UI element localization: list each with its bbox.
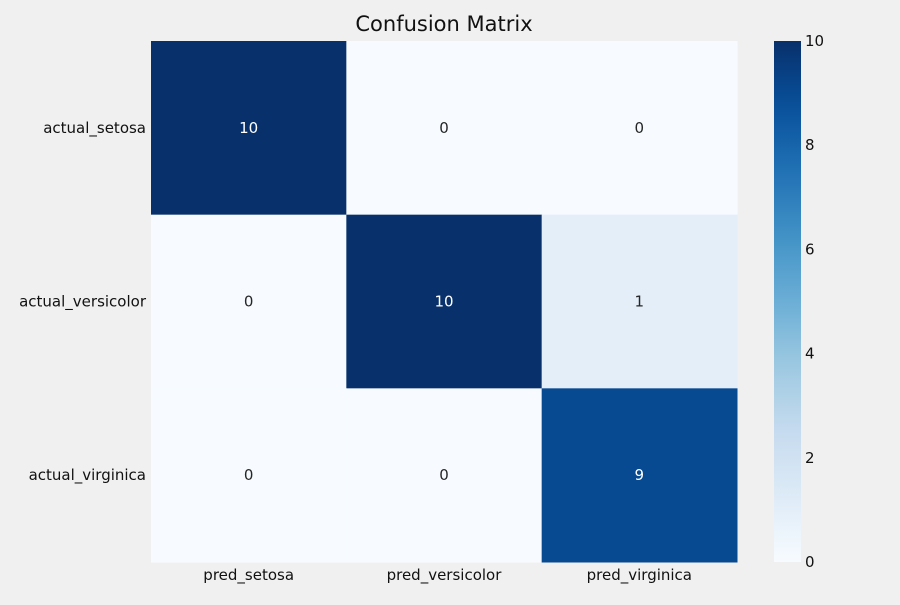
chart-title: Confusion Matrix	[355, 12, 532, 36]
colorbar-tick-label: 6	[805, 240, 815, 258]
colorbar: 0 2 4 6 8 10	[774, 32, 824, 571]
row-label: actual_virginica	[29, 466, 146, 485]
heatmap-cell	[541, 388, 738, 563]
cell-value-label: 10	[434, 293, 453, 311]
heatmap-cell	[541, 41, 738, 216]
colorbar-tick-label: 4	[805, 345, 815, 363]
cell-value-label: 0	[635, 119, 645, 137]
heatmap-cell	[346, 388, 543, 563]
heatmap-cells: 10 0 00 10 10 0 9	[151, 41, 738, 563]
row-labels: actual_setosa actual_versicolor actual_vir…	[19, 119, 147, 485]
heatmap-cell	[346, 214, 543, 389]
column-labels: pred_setosa pred_versicolor pred_virginica	[203, 566, 692, 585]
cell-value-label: 9	[635, 466, 645, 484]
cell-value-label: 0	[244, 466, 254, 484]
row-label: actual_setosa	[43, 119, 146, 138]
cell-value-label: 0	[439, 466, 449, 484]
column-label: pred_virginica	[587, 566, 692, 585]
colorbar-tick-label: 10	[805, 32, 824, 50]
heatmap-cell	[151, 41, 347, 216]
heatmap-cell	[151, 214, 347, 389]
colorbar-gradient	[774, 41, 801, 562]
cell-value-label: 10	[239, 119, 258, 137]
colorbar-tick-label: 8	[805, 136, 815, 154]
heatmap-cell	[346, 41, 543, 216]
heatmap-cell	[541, 214, 738, 389]
colorbar-tick-label: 2	[805, 449, 815, 467]
heatmap-cell	[151, 388, 347, 563]
column-label: pred_versicolor	[387, 566, 503, 585]
cell-value-label: 0	[244, 293, 254, 311]
row-label: actual_versicolor	[19, 293, 147, 312]
cell-value-label: 0	[439, 119, 449, 137]
column-label: pred_setosa	[203, 566, 294, 585]
cell-value-label: 1	[635, 293, 645, 311]
colorbar-tick-label: 0	[805, 553, 815, 571]
